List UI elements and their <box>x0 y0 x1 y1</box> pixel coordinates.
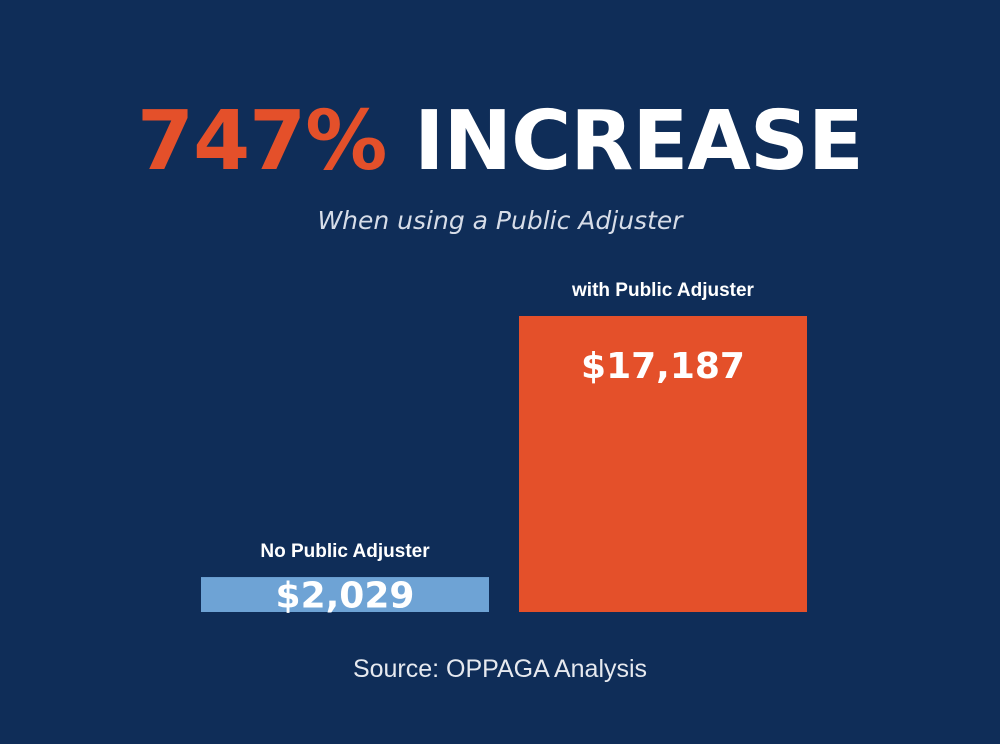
headline-percent: 747% <box>137 94 387 189</box>
category-label: No Public Adjuster <box>260 541 430 562</box>
category-label: with Public Adjuster <box>571 280 755 301</box>
subtitle: When using a Public Adjuster <box>317 206 683 235</box>
value-label: $17,187 <box>581 346 745 387</box>
headline: 747% INCREASE <box>0 92 1000 192</box>
source-note: Source: OPPAGA Analysis <box>352 655 648 683</box>
headline-word: INCREASE <box>413 94 864 189</box>
bar-with-public-adjuster <box>519 316 807 612</box>
value-label: $2,029 <box>276 576 415 617</box>
bar-no-public-adjuster <box>201 577 489 612</box>
